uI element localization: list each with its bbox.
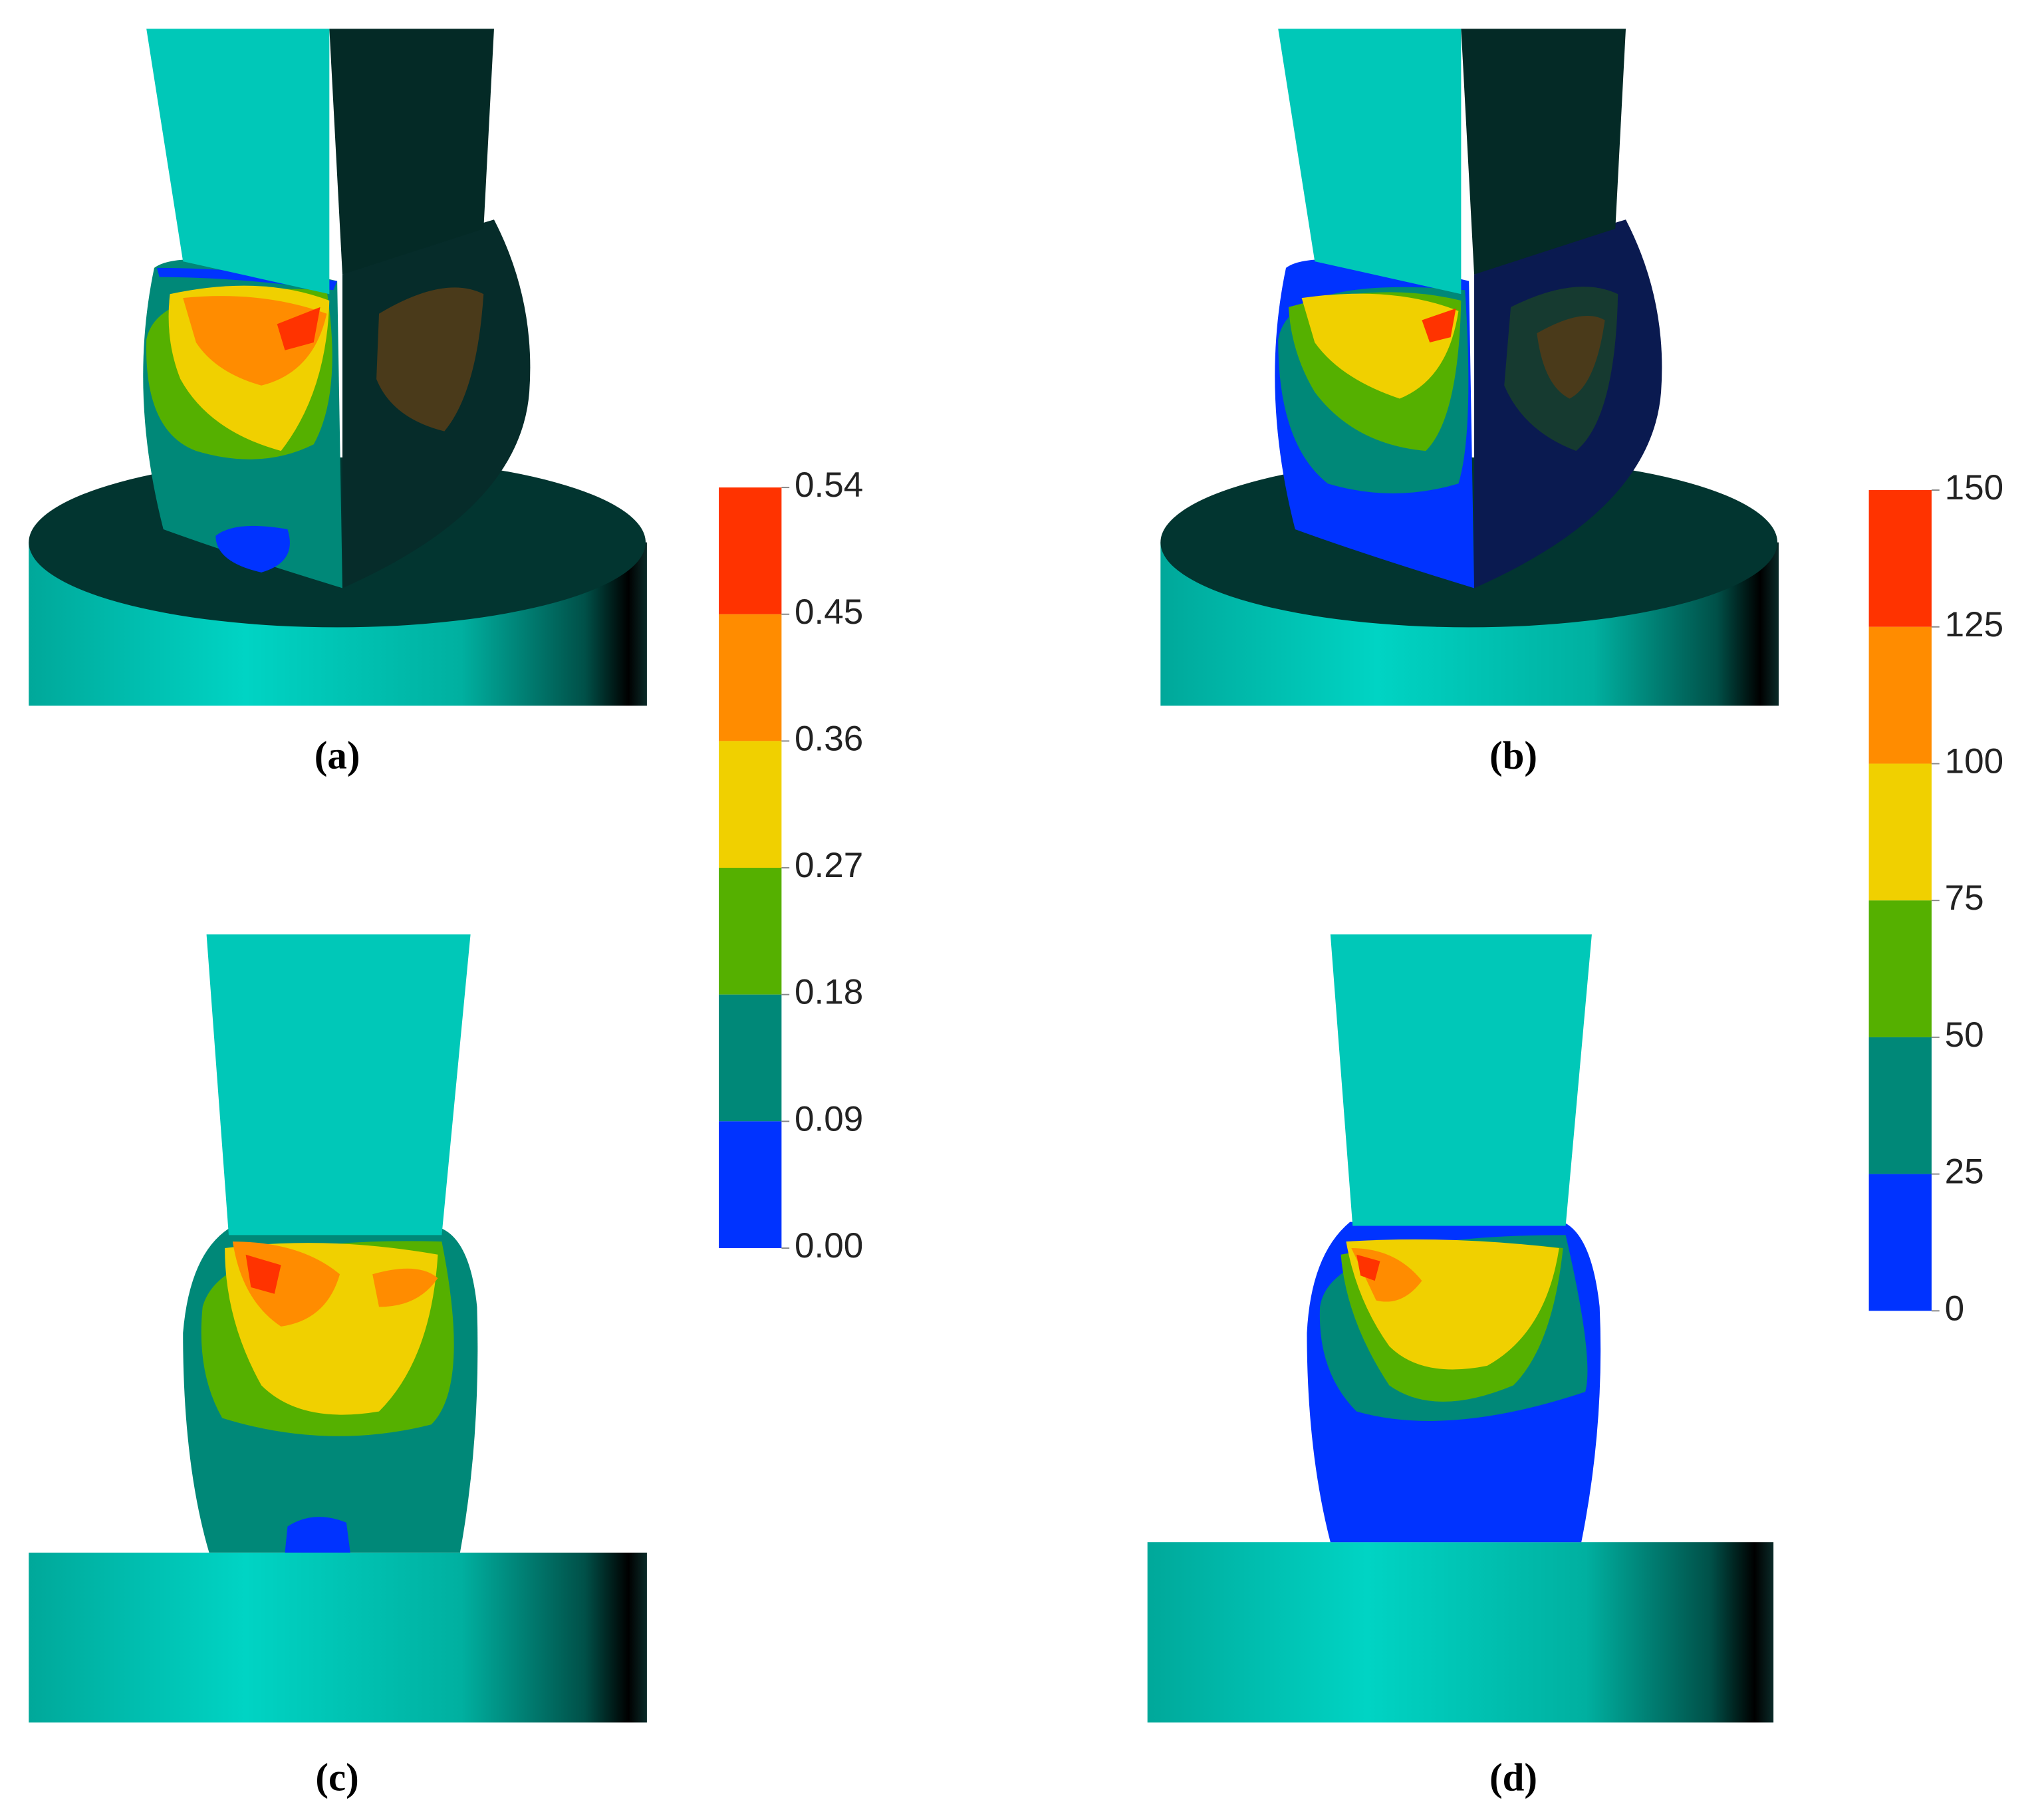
colorbar-tick-label: 0.36 <box>795 719 863 758</box>
colorbar-tick-label: 100 <box>1945 741 2004 781</box>
colorbar-tick-label: 125 <box>1945 605 2004 644</box>
colorbar-tick-label: 0.45 <box>795 592 863 632</box>
panel-label: (a) <box>315 733 360 777</box>
colorbar-band <box>719 741 782 868</box>
colorbar-tick-label: 0.00 <box>795 1226 863 1265</box>
colorbar-band <box>719 1121 782 1248</box>
colorbar-band <box>719 994 782 1122</box>
colorbar-band <box>1868 626 1932 764</box>
colorbar-band <box>719 614 782 741</box>
panel-a-image <box>29 29 647 706</box>
panel-label: (b) <box>1489 733 1537 777</box>
panel-label: (d) <box>1489 1755 1537 1799</box>
colorbar-band <box>1868 490 1932 627</box>
colorbar-tick-label: 0.54 <box>795 465 863 505</box>
colorbar-band <box>1868 763 1932 901</box>
colorbar-band <box>1868 1037 1932 1174</box>
colorbar-band <box>719 487 782 614</box>
colorbar-tick-label: 150 <box>1945 468 2004 507</box>
colorbar-tick-label: 0.09 <box>795 1099 863 1138</box>
panel-label: (c) <box>315 1755 358 1799</box>
colorbar-band <box>1868 900 1932 1037</box>
colorbar-tick-label: 75 <box>1945 878 1984 918</box>
colorbar-tick-label: 0.27 <box>795 846 863 885</box>
colorbar-tick-label: 0 <box>1945 1289 1965 1328</box>
colorbar-band <box>719 868 782 995</box>
panel-c-image <box>29 934 647 1723</box>
colorbar-band <box>1868 1174 1932 1311</box>
colorbar-tick-label: 0.18 <box>795 973 863 1012</box>
panel-d-image <box>1147 934 1774 1723</box>
panel-b-image <box>1160 29 1779 706</box>
colorbar-tick-label: 25 <box>1945 1152 1984 1192</box>
colorbar-tick-label: 50 <box>1945 1015 1984 1055</box>
